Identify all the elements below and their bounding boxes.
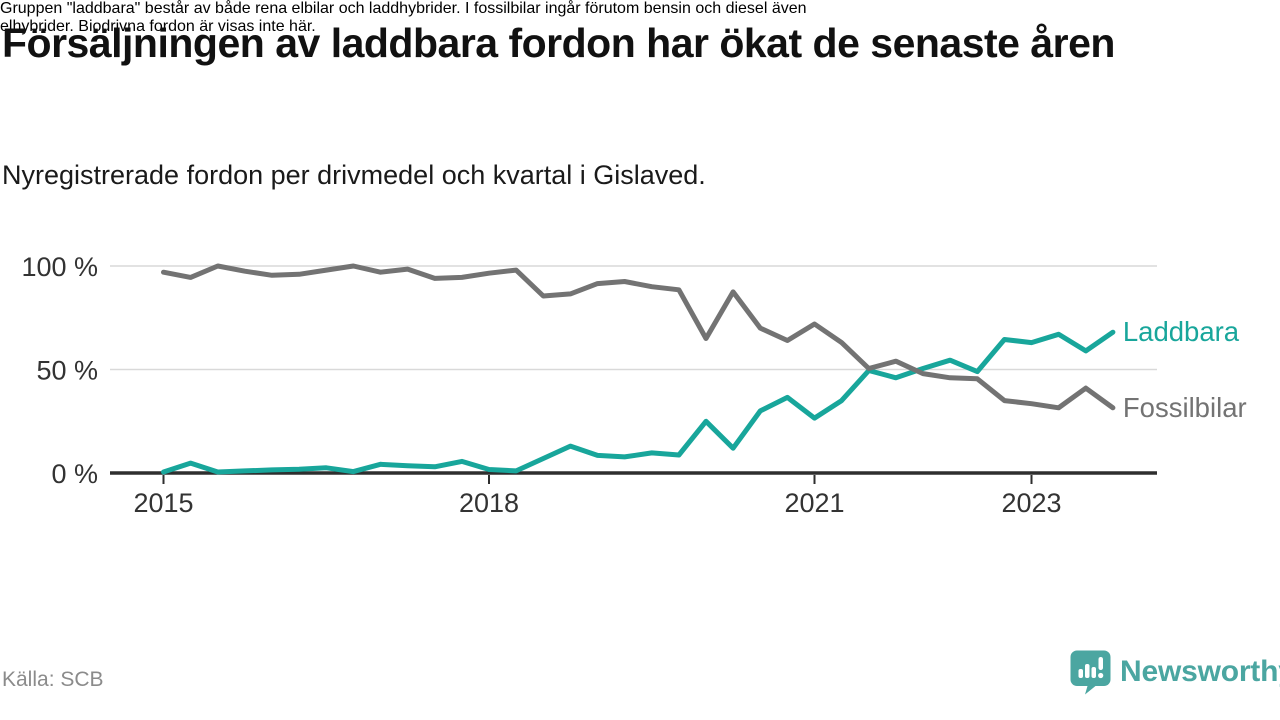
y-axis-label: 0 % [51, 459, 98, 489]
series-line-fossilbilar [161, 263, 1116, 411]
x-axis-label: 2021 [784, 488, 844, 518]
footnote-line: Gruppen "laddbara" består av både rena e… [0, 0, 807, 17]
x-axis-label: 2023 [1001, 488, 1061, 518]
chart-subtitle: Nyregistrerade fordon per drivmedel och … [2, 160, 706, 190]
exclamation-bar [1098, 657, 1103, 670]
newsworthy-logo: Newsworthy [1070, 650, 1280, 695]
exclamation-dot [1098, 672, 1104, 679]
legend-label-fossilbilar: Fossilbilar [1123, 392, 1247, 423]
x-axis-label: 2018 [459, 488, 519, 518]
newsworthy-wordmark: Newsworthy [1120, 655, 1280, 688]
line-chart: 0 % 50 % 100 % 2015 2018 2021 2023 Laddbara Foss… [21, 252, 1247, 518]
x-axis-label: 2015 [133, 488, 193, 518]
speech-bubble-shape [1070, 650, 1111, 695]
series-line-laddbara [161, 329, 1116, 475]
chart-title: Försäljningen av laddbara fordon har öka… [2, 20, 1115, 66]
footnote-line: elhybrider. Biodrivna fordon är visas in… [0, 18, 316, 35]
legend-label-laddbara: Laddbara [1123, 316, 1240, 347]
y-axis-label: 50 % [36, 356, 98, 386]
bar-small [1078, 669, 1083, 678]
bar-tall [1085, 664, 1090, 678]
bar-medium [1091, 667, 1096, 678]
source-label: Källa: SCB [2, 668, 104, 691]
y-axis-label: 100 % [21, 252, 98, 282]
newsworthy-bubble-chart-icon [1070, 650, 1111, 695]
